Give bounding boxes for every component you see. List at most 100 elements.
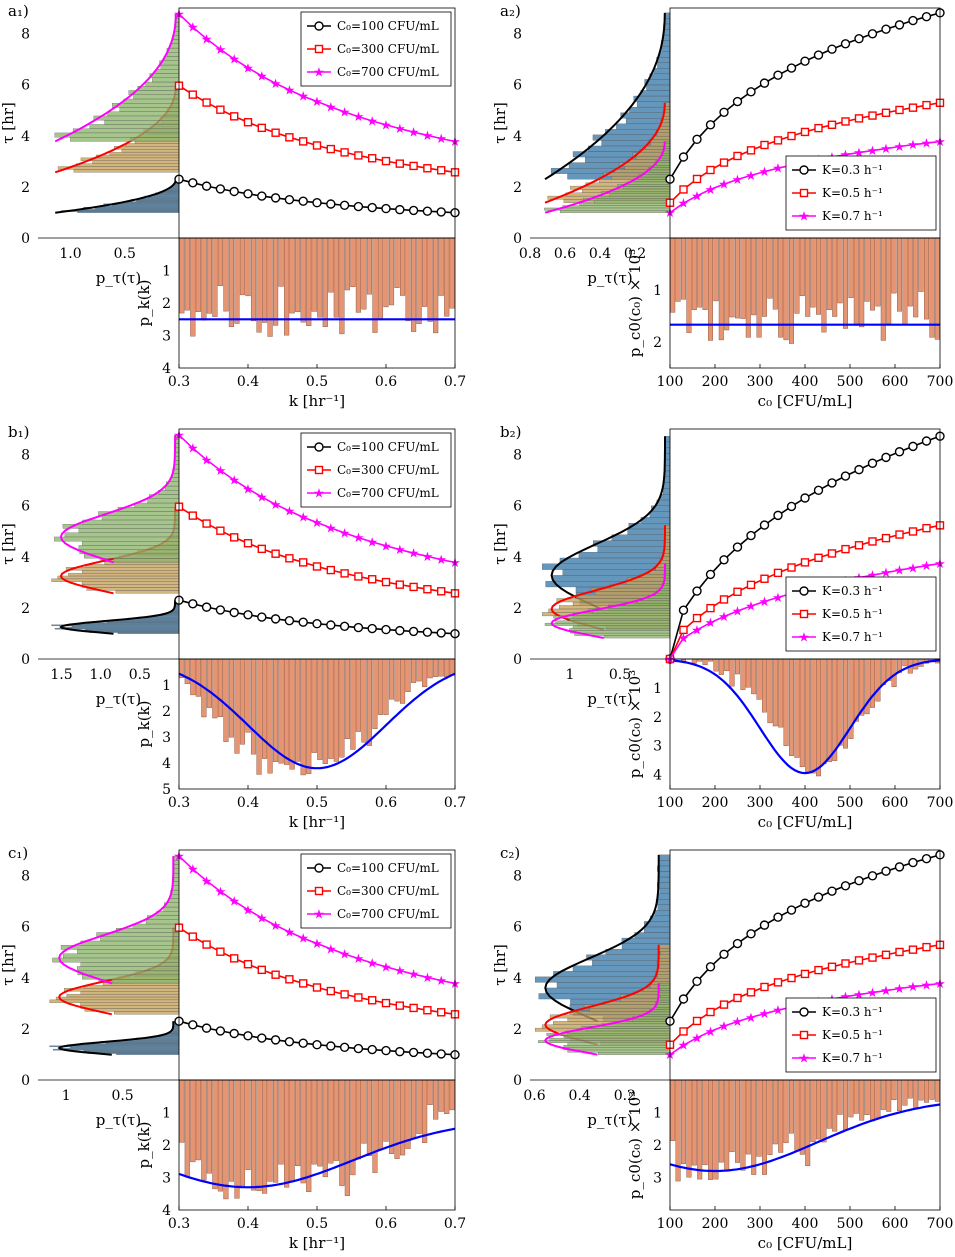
data-point-square — [841, 117, 850, 126]
data-point-star: ★ — [422, 550, 434, 565]
param-hist-bar — [361, 237, 367, 310]
bottom-ytick-label: 5 — [162, 782, 171, 798]
param-hist-bar — [245, 1079, 251, 1170]
tau-hist-bar — [658, 876, 671, 883]
xtick-label: 600 — [882, 374, 909, 390]
y-axis-label: τ [hr] — [491, 944, 509, 986]
legend-label: K=0.3 h⁻¹ — [822, 163, 883, 177]
param-hist-bar — [875, 1079, 881, 1118]
xtick-label: 0.4 — [237, 374, 259, 390]
param-hist-bar — [377, 237, 384, 321]
param-hist-bar — [778, 1079, 784, 1153]
xtick-label: 200 — [702, 795, 729, 811]
tau-hist-bar — [119, 107, 180, 112]
tau-hist-bar — [106, 621, 180, 623]
ytick-label: 8 — [21, 448, 30, 464]
tau-hist-bar — [73, 169, 180, 173]
data-point-square — [285, 554, 294, 563]
param-hist-bar — [212, 1079, 218, 1190]
data-point-square — [679, 1027, 688, 1036]
param-hist-bar — [816, 658, 822, 777]
param-hist-bar — [427, 658, 433, 679]
data-point-star: ★ — [215, 885, 227, 900]
tau-hist-bar — [665, 568, 671, 572]
bottom-ytick-label: 3 — [162, 1171, 171, 1187]
y-axis-label: τ [hr] — [491, 523, 509, 565]
data-point-square — [854, 956, 864, 965]
data-point-square — [706, 603, 715, 613]
param-hist-bar — [377, 658, 384, 715]
param-hist-bar — [686, 1079, 692, 1178]
tau-hist-bar — [649, 1011, 671, 1015]
param-hist-bar — [810, 658, 816, 774]
data-point-square — [922, 523, 931, 533]
axes-a2: 0 2 4 6 8 100 200 300 400 500 600 700 0.8 0.6 0.4 0.2 1 2… — [491, 2, 953, 410]
param-hist-bar — [805, 1079, 811, 1167]
tau-hist-bar — [637, 600, 671, 604]
param-hist-bar — [422, 237, 428, 307]
data-point-circle — [773, 70, 783, 80]
tau-hist-bar — [664, 146, 671, 149]
param-histogram-b1 — [178, 658, 456, 776]
param-hist-bar — [400, 1079, 406, 1156]
param-hist-bar — [918, 1079, 924, 1101]
data-point-square — [229, 533, 239, 542]
data-point-square — [814, 553, 823, 562]
tau-hist-bar — [627, 528, 671, 535]
tau-hist-bar — [563, 1035, 671, 1039]
data-point-circle — [229, 1028, 239, 1039]
tau-hist-bar — [77, 211, 180, 213]
x-axis-label: c₀ [CFU/mL] — [758, 392, 853, 410]
data-point-star: ★ — [691, 623, 703, 638]
param-hist-bar — [427, 1079, 433, 1105]
ytick-label: 0 — [513, 1073, 522, 1089]
tau-hist-bar — [572, 965, 671, 972]
data-point-star: ★ — [284, 84, 296, 99]
left-xtick-label: 0.5 — [609, 667, 631, 683]
data-point-circle — [408, 626, 419, 637]
tau-hist-bar — [626, 181, 671, 185]
legend-marker-circle — [799, 586, 809, 596]
data-point-square — [312, 983, 322, 992]
param-hist-bar — [789, 1079, 795, 1134]
tau-hist-bar — [559, 557, 671, 564]
param-hist-bar — [438, 1079, 444, 1112]
param-hist-bar — [355, 237, 361, 313]
data-point-circle — [201, 181, 212, 191]
data-point-circle — [408, 1047, 419, 1058]
left-xtick-label: 0.5 — [114, 246, 136, 262]
param-hist-bar — [344, 237, 350, 291]
ytick-label: 8 — [513, 27, 522, 43]
param-hist-bar — [355, 658, 361, 732]
param-hist-bar — [805, 237, 811, 317]
param-hist-bar — [201, 237, 207, 321]
tau-hist-bar — [659, 964, 671, 969]
data-point-circle — [773, 912, 783, 922]
data-point-star: ★ — [353, 110, 365, 125]
ytick-label: 2 — [513, 180, 522, 196]
param-hist-bar — [853, 237, 859, 326]
param-hist-bar — [405, 658, 411, 692]
tau-hist-bar — [112, 103, 180, 108]
xtick-label: 0.5 — [306, 1216, 328, 1232]
y-axis-label: τ [hr] — [0, 944, 17, 986]
legend-marker-square — [314, 44, 324, 54]
param-hist-bar — [880, 1079, 886, 1110]
param-hist-bar — [767, 237, 773, 299]
param-hist-bar — [267, 658, 273, 774]
xtick-label: 100 — [657, 795, 684, 811]
param-hist-bar — [377, 1079, 384, 1150]
param-hist-bar — [853, 1079, 859, 1114]
data-point-star: ★ — [187, 442, 199, 457]
param-hist-bar — [740, 658, 746, 690]
data-point-star: ★ — [853, 988, 865, 1003]
tau-hist-bar — [167, 189, 180, 191]
param-histogram-a1 — [179, 237, 455, 337]
data-point-square — [692, 613, 702, 623]
param-hist-bar — [767, 1079, 773, 1155]
param-hist-bar — [740, 237, 746, 319]
tau-hist-bar — [657, 974, 671, 979]
param-hist-bar — [267, 237, 273, 337]
data-point-star: ★ — [339, 527, 351, 542]
axes-b1: 0 2 4 6 8 0.3 0.4 0.5 0.6 0.7 1.5 1.0 0.5 1 2 3 4 5 k [hr⁻… — [0, 423, 466, 831]
